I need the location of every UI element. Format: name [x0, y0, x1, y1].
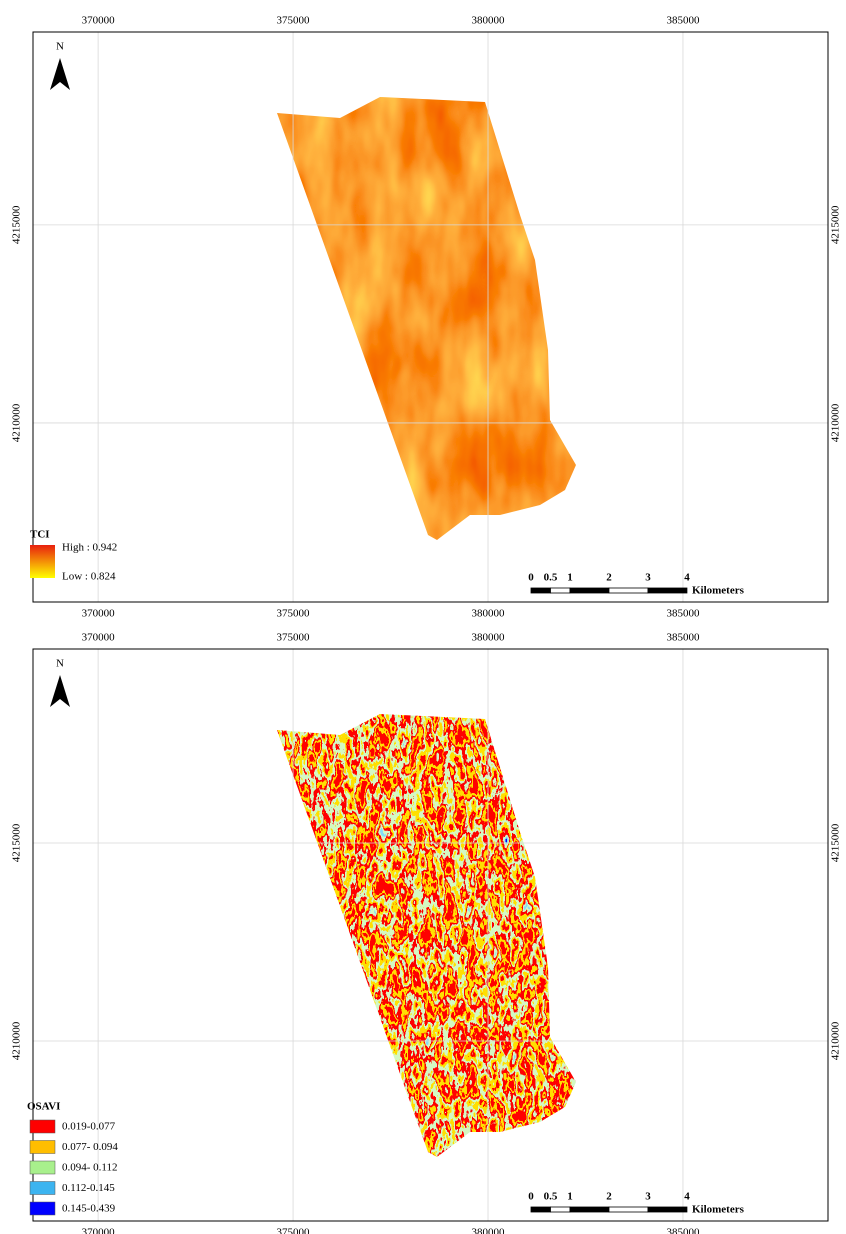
north-label: N [56, 658, 64, 670]
x-tick-label: 385000 [666, 15, 700, 27]
scale-label: 0 [528, 572, 534, 584]
scale-label: 3 [645, 572, 651, 584]
x-tick-label: 380000 [472, 632, 506, 644]
x-tick-label: 370000 [82, 632, 116, 644]
scale-unit: Kilometers [692, 585, 745, 597]
legend-swatch [29, 1201, 56, 1216]
north-label: N [56, 41, 64, 53]
y-tick-label: 4210000 [11, 403, 23, 442]
scale-segment [550, 587, 571, 594]
y-tick-label: 4210000 [830, 1021, 842, 1060]
legend-low: Low : 0.824 [62, 571, 116, 583]
legend-label: 0.112-0.145 [62, 1182, 115, 1194]
x-tick-label: 375000 [277, 632, 311, 644]
scale-label: 1 [567, 1191, 573, 1203]
legend-swatch [29, 1160, 56, 1175]
legend-title: TCI [30, 529, 50, 541]
x-tick-label: 375000 [277, 15, 311, 27]
scale-label: 2 [606, 1191, 612, 1203]
scale-segment [569, 1206, 610, 1213]
x-tick-label: 375000 [277, 1227, 311, 1234]
scale-segment [530, 587, 551, 594]
x-tick-label: 380000 [472, 15, 506, 27]
x-tick-label: 385000 [666, 608, 700, 620]
x-tick-label: 380000 [472, 1227, 506, 1234]
scale-segment [608, 1206, 649, 1213]
map-frame [32, 648, 829, 1222]
y-tick-label: 4215000 [11, 823, 23, 862]
y-tick-label: 4210000 [11, 1021, 23, 1060]
scale-unit: Kilometers [692, 1204, 745, 1216]
north-arrow [50, 58, 70, 90]
scale-label: 4 [684, 1191, 690, 1203]
x-tick-label: 385000 [666, 632, 700, 644]
raster [277, 714, 576, 1157]
y-tick-label: 4215000 [11, 205, 23, 244]
legend-ramp [30, 545, 55, 578]
scale-segment [569, 587, 610, 594]
x-tick-label: 385000 [666, 1227, 700, 1234]
legend-label: 0.077- 0.094 [62, 1141, 118, 1153]
legend-label: 0.019-0.077 [62, 1121, 116, 1133]
legend-label: 0.094- 0.112 [62, 1162, 118, 1174]
scale-label: 0 [528, 1191, 534, 1203]
scale-segment [647, 587, 688, 594]
x-tick-label: 375000 [277, 608, 311, 620]
x-tick-label: 380000 [472, 608, 506, 620]
scale-label: 2 [606, 572, 612, 584]
legend-swatch [29, 1181, 56, 1195]
legend-title: OSAVI [27, 1101, 60, 1113]
scale-segment [608, 587, 649, 594]
scale-segment [550, 1206, 571, 1213]
y-tick-label: 4215000 [830, 205, 842, 244]
y-tick-label: 4215000 [830, 823, 842, 862]
scale-label: 0.5 [544, 572, 558, 584]
y-tick-label: 4210000 [830, 403, 842, 442]
x-tick-label: 370000 [82, 608, 116, 620]
scale-label: 3 [645, 1191, 651, 1203]
x-tick-label: 370000 [82, 1227, 116, 1234]
scale-label: 1 [567, 572, 573, 584]
x-tick-label: 370000 [82, 15, 116, 27]
legend-high: High : 0.942 [62, 542, 117, 554]
map-frame [32, 31, 829, 603]
raster [277, 97, 576, 540]
scale-label: 0.5 [544, 1191, 558, 1203]
legend-label: 0.145-0.439 [62, 1203, 116, 1215]
scale-segment [647, 1206, 688, 1213]
scale-label: 4 [684, 572, 690, 584]
scale-segment [530, 1206, 551, 1213]
north-arrow [50, 675, 70, 707]
legend-swatch [29, 1140, 56, 1154]
legend-swatch [29, 1119, 56, 1134]
